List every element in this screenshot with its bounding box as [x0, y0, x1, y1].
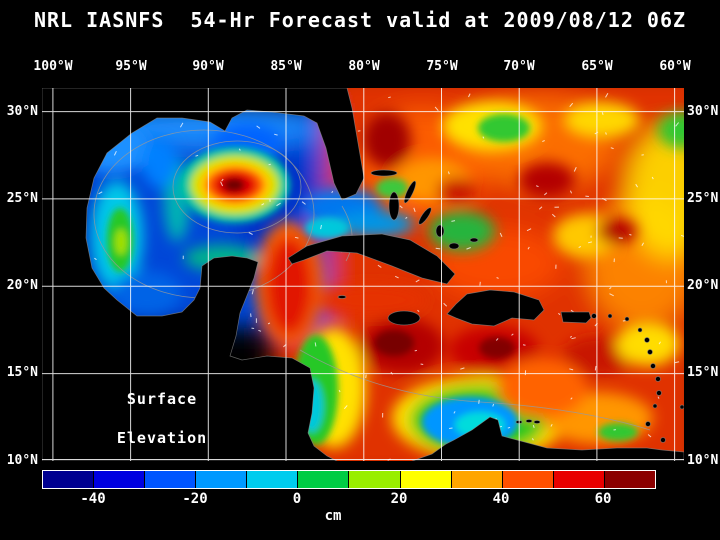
land-antilles — [655, 376, 661, 382]
land-abc-islands — [525, 419, 533, 423]
colorbar-segment — [247, 471, 299, 488]
forecast-map: Surface Elevation — [42, 88, 684, 461]
forecast-map-svg: Surface Elevation — [42, 88, 684, 461]
land-bahamas — [469, 237, 479, 243]
land-south-america — [411, 416, 684, 461]
axis-label-left: 10°N — [6, 453, 38, 468]
land-bahamas — [435, 224, 445, 238]
colorbar-tick-label: 0 — [292, 491, 302, 507]
lat-lon-grid — [42, 88, 684, 461]
axis-label-right: 20°N — [687, 278, 719, 293]
axis-label-left: 15°N — [6, 365, 38, 380]
land-bahamas — [403, 180, 417, 204]
colorbar-tick-label: 60 — [594, 491, 612, 507]
colorbar-unit-label: cm — [324, 508, 342, 524]
colorbar-segment — [502, 471, 554, 488]
land-bahamas — [388, 191, 400, 221]
land-cuba — [287, 233, 456, 285]
land-antilles — [652, 403, 658, 409]
colorbar-segment — [604, 471, 655, 488]
map-overlay-label-line1: Surface — [127, 390, 197, 408]
axis-label-top: 95°W — [115, 59, 147, 74]
axis-label-right: 15°N — [687, 365, 719, 380]
axis-label-top: 70°W — [503, 59, 535, 74]
colorbar-segment — [43, 471, 95, 488]
axis-label-top: 75°W — [426, 59, 458, 74]
land-antilles — [637, 327, 643, 333]
land-antilles — [644, 337, 650, 343]
land-antilles — [624, 316, 630, 322]
land-cayman — [337, 295, 347, 299]
land-antilles — [591, 313, 597, 319]
axis-label-top: 80°W — [348, 59, 380, 74]
land-puerto-rico — [560, 311, 592, 324]
colorbar-segment — [145, 471, 197, 488]
colorbar-tick-label: -20 — [182, 491, 208, 507]
land-jamaica — [387, 310, 421, 326]
axis-label-left: 25°N — [6, 191, 38, 206]
axis-label-right: 10°N — [687, 453, 719, 468]
colorbar-segment — [553, 471, 605, 488]
land-bahamas — [370, 169, 398, 177]
colorbar-segment — [196, 471, 248, 488]
colorbar-segment — [400, 471, 452, 488]
land-antilles — [656, 390, 662, 396]
colorbar-tick-label: 40 — [492, 491, 510, 507]
colorbar-tick-label: -40 — [80, 491, 106, 507]
land-antilles — [645, 421, 651, 427]
land-hispaniola — [446, 289, 545, 327]
colorbar-segment — [94, 471, 146, 488]
colorbar — [42, 470, 656, 489]
axis-label-left: 30°N — [6, 104, 38, 119]
axis-label-left: 20°N — [6, 278, 38, 293]
plot-title: NRL IASNFS 54-Hr Forecast valid at 2009/… — [33, 8, 687, 32]
colorbar-segment — [298, 471, 350, 488]
land-bahamas — [418, 207, 432, 225]
colorbar-segment — [451, 471, 503, 488]
axis-label-top: 85°W — [270, 59, 302, 74]
land-antilles — [660, 437, 666, 443]
land-antilles — [607, 313, 613, 319]
axis-label-top: 60°W — [659, 59, 691, 74]
colorbar-segment — [349, 471, 401, 488]
land-north-central-america — [42, 88, 365, 461]
land-abc-islands — [533, 420, 541, 424]
axis-label-top: 65°W — [581, 59, 613, 74]
land-antilles — [647, 349, 653, 355]
colorbar-tick-label: 20 — [390, 491, 408, 507]
land-antilles — [679, 404, 684, 410]
land-antilles — [650, 363, 656, 369]
land-bahamas — [448, 242, 460, 250]
axis-label-top: 90°W — [192, 59, 224, 74]
land-masses — [42, 88, 684, 461]
axis-label-right: 25°N — [687, 191, 719, 206]
map-overlay-label-line2: Elevation — [117, 429, 207, 447]
axis-label-top: 100°W — [33, 59, 73, 74]
axis-label-right: 30°N — [687, 104, 719, 119]
